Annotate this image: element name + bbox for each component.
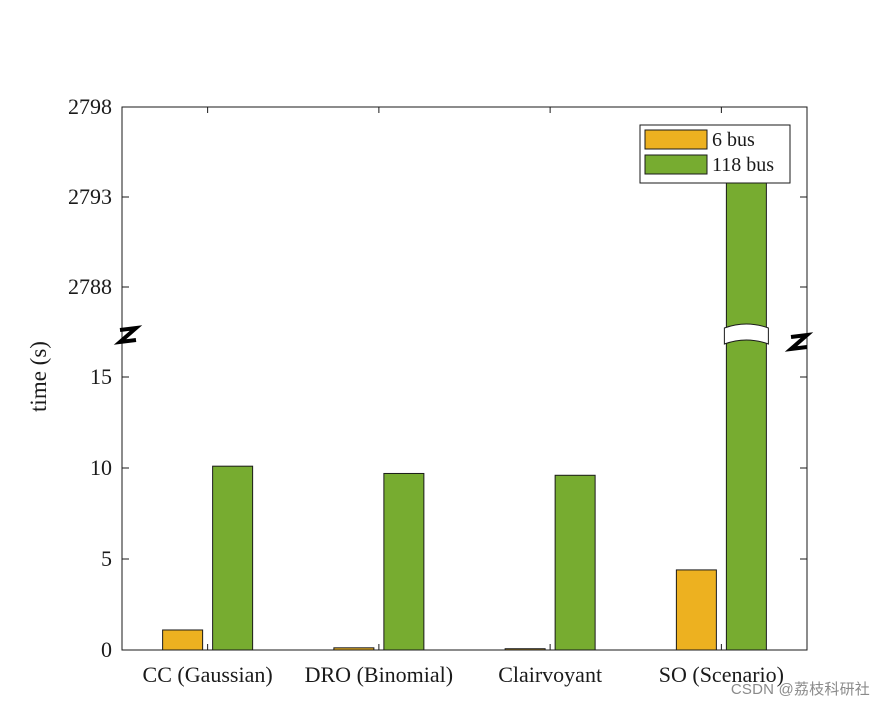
y-tick-label: 2793: [68, 184, 112, 209]
legend-swatch-118-bus: [644, 154, 708, 175]
x-tick-label: DRO (Binomial): [305, 662, 454, 687]
legend-label: 6 bus: [712, 129, 755, 151]
axes-layer: [113, 106, 814, 651]
y-tick-label: 0: [101, 637, 112, 662]
bar-118-bus-4: [725, 165, 767, 651]
x-tick-label: CC (Gaussian): [143, 662, 273, 687]
bar-6-bus-1: [162, 629, 204, 651]
ticks-layer: [122, 106, 807, 651]
axes-frame: [121, 106, 808, 651]
legend-swatch-6-bus: [644, 129, 708, 150]
labels-layer: CC (Gaussian) DRO (Binomial) Clairvoyant SO…: [26, 94, 784, 687]
bar-118-bus-1: [212, 465, 254, 651]
y-tick-label: 10: [90, 455, 112, 480]
watermark-text: CSDN @荔枝科研社: [730, 681, 870, 698]
bar-118-bus-3: [554, 474, 596, 651]
bar-118-bus-2: [383, 472, 425, 651]
y-tick-label: 5: [101, 546, 112, 571]
y-tick-label: 2798: [68, 94, 112, 119]
axis-break-symbol-left: [113, 325, 143, 345]
legend: 6 bus 118 bus: [639, 124, 791, 184]
bars-layer: [162, 165, 769, 651]
y-axis-label: time (s): [26, 341, 51, 412]
y-tick-label: 2788: [68, 274, 112, 299]
bar-6-bus-4: [675, 569, 717, 651]
bar-break-marker: [723, 323, 769, 345]
y-tick-label: 15: [90, 364, 112, 389]
x-tick-label: SO (Scenario): [659, 662, 784, 687]
axis-break-symbol-right: [784, 332, 814, 352]
x-tick-label: Clairvoyant: [498, 662, 602, 687]
legend-label: 118 bus: [712, 154, 774, 176]
